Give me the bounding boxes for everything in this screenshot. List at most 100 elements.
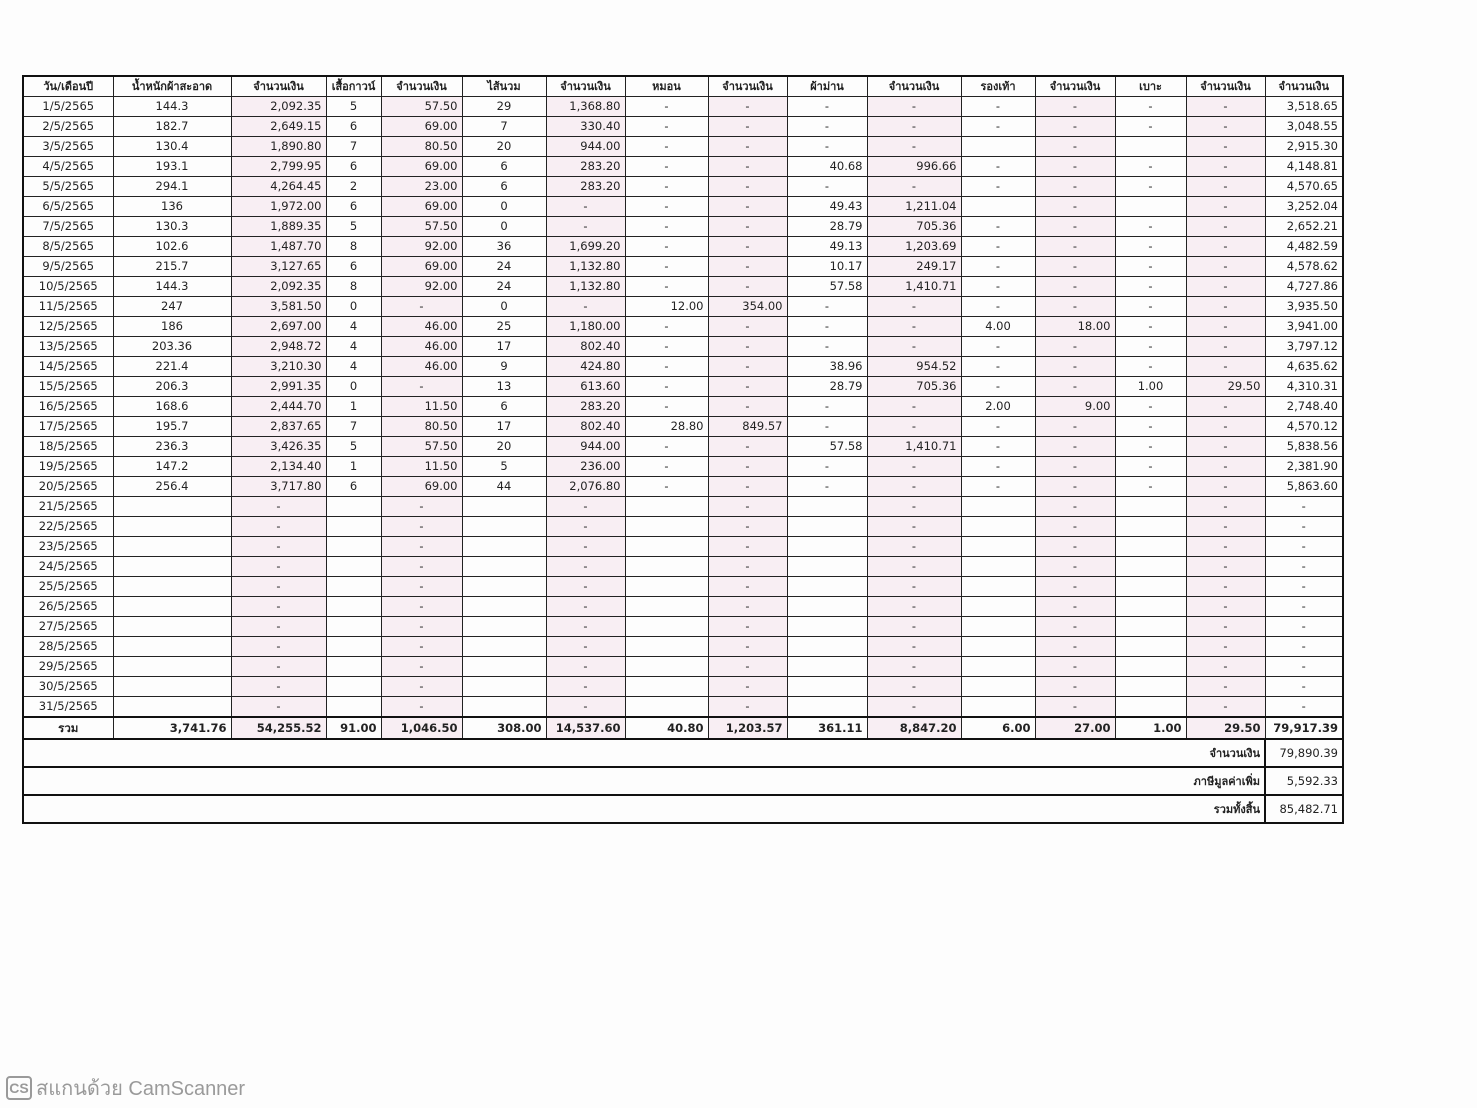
table-cell: - — [380, 696, 463, 718]
table-cell: - — [1034, 476, 1116, 497]
table-cell: 4,310.31 — [1264, 376, 1344, 397]
table-cell: - — [1034, 676, 1116, 697]
column-header: จำนวนเงิน — [1185, 75, 1266, 97]
table-cell: - — [624, 396, 709, 417]
date-cell: 20/5/2565 — [22, 476, 114, 497]
table-cell: 4,482.59 — [1264, 236, 1344, 257]
table-cell: 46.00 — [380, 356, 463, 377]
table-cell: - — [866, 336, 962, 357]
table-cell — [960, 136, 1036, 157]
table-cell: 0 — [461, 296, 547, 317]
laundry-summary-table: วัน/เดือนปี น้ำหนักผ้าสะอาด จำนวนเงิน เสื้อ… — [22, 75, 1344, 824]
table-cell: - — [1114, 336, 1187, 357]
date-cell: 27/5/2565 — [22, 616, 114, 637]
total-cell: 29.50 — [1185, 716, 1266, 740]
table-cell: 1,889.35 — [230, 216, 327, 237]
table-cell: - — [545, 496, 626, 517]
table-cell: - — [380, 576, 463, 597]
table-cell: 11.50 — [380, 396, 463, 417]
table-cell: - — [960, 436, 1036, 457]
table-cell: 1.00 — [1114, 376, 1187, 397]
table-cell — [786, 676, 868, 697]
date-cell: 8/5/2565 — [22, 236, 114, 257]
table-cell: - — [624, 156, 709, 177]
table-cell: - — [960, 256, 1036, 277]
table-cell: - — [624, 196, 709, 217]
table-cell: - — [624, 336, 709, 357]
table-cell: 57.58 — [786, 276, 868, 297]
table-cell: - — [786, 336, 868, 357]
table-cell: - — [786, 296, 868, 317]
table-cell: 6 — [325, 116, 382, 137]
table-row: 8/5/2565 102.6 1,487.70 8 92.00 36 1,699.20- -4… — [22, 236, 1344, 257]
date-cell: 1/5/2565 — [22, 96, 114, 117]
table-cell: - — [960, 336, 1036, 357]
table-cell: 147.2 — [112, 456, 232, 477]
table-cell: 1,368.80 — [545, 96, 626, 117]
table-cell: - — [624, 256, 709, 277]
date-cell: 30/5/2565 — [22, 676, 114, 697]
table-cell: - — [1264, 616, 1344, 637]
table-cell: - — [545, 616, 626, 637]
column-header: จำนวนเงิน — [866, 75, 962, 97]
table-row: 11/5/2565 247 3,581.50 0-0-12.00 354.00- - - - -… — [22, 296, 1344, 317]
total-label: รวม — [22, 716, 114, 740]
table-cell: 4,727.86 — [1264, 276, 1344, 297]
table-cell: 28.79 — [786, 216, 868, 237]
table-cell: 0 — [461, 216, 547, 237]
table-row: 1/5/2565 144.3 2,092.35 5 57.50 29 1,368.80- - -… — [22, 96, 1344, 117]
table-cell: - — [624, 436, 709, 457]
table-cell: - — [866, 416, 962, 437]
table-cell: - — [1114, 236, 1187, 257]
table-cell: 1,132.80 — [545, 276, 626, 297]
column-header: จำนวนเงิน — [230, 75, 327, 97]
table-cell — [1114, 676, 1187, 697]
table-cell: 3,048.55 — [1264, 116, 1344, 137]
table-cell: 144.3 — [112, 96, 232, 117]
date-cell: 26/5/2565 — [22, 596, 114, 617]
summary-row: ภาษีมูลค่าเพิ่ม 5,592.33 — [22, 766, 1344, 796]
summary-row: จำนวนเงิน 79,890.39 — [22, 738, 1344, 768]
table-row: 19/5/2565 147.2 2,134.40 1 11.50 5 236.00- - - - -… — [22, 456, 1344, 477]
table-cell: 9.00 — [1034, 396, 1116, 417]
table-cell: 206.3 — [112, 376, 232, 397]
table-cell: - — [1114, 296, 1187, 317]
table-cell: 92.00 — [380, 236, 463, 257]
table-cell: - — [380, 376, 463, 397]
table-cell: - — [545, 556, 626, 577]
table-cell: - — [866, 96, 962, 117]
table-cell: 4.00 — [960, 316, 1036, 337]
table-cell: - — [1185, 596, 1266, 617]
table-cell: 57.58 — [786, 436, 868, 457]
table-cell: - — [1185, 296, 1266, 317]
table-cell: - — [1264, 656, 1344, 677]
summary-row: รวมทั้งสิ้น 85,482.71 — [22, 794, 1344, 824]
table-cell — [960, 616, 1036, 637]
table-cell: 294.1 — [112, 176, 232, 197]
table-cell: 69.00 — [380, 156, 463, 177]
table-cell: 17 — [461, 336, 547, 357]
table-cell: - — [707, 356, 788, 377]
table-cell: - — [1034, 636, 1116, 657]
table-cell — [461, 616, 547, 637]
table-cell: 69.00 — [380, 116, 463, 137]
column-header: น้ำหนักผ้าสะอาด — [112, 75, 232, 97]
table-cell: - — [545, 576, 626, 597]
table-cell — [461, 676, 547, 697]
table-cell: 1,180.00 — [545, 316, 626, 337]
table-row: 2/5/2565 182.7 2,649.15 6 69.00 7 330.40- - - - - -… — [22, 116, 1344, 137]
total-cell: 3,741.76 — [112, 716, 232, 740]
table-cell: 7 — [325, 416, 382, 437]
table-cell: 25 — [461, 316, 547, 337]
column-header: จำนวนเงิน — [380, 75, 463, 97]
total-cell: 361.11 — [786, 716, 868, 740]
table-cell: - — [707, 476, 788, 497]
table-cell: - — [1034, 516, 1116, 537]
table-cell: - — [1185, 676, 1266, 697]
table-row: 17/5/2565 195.7 2,837.65 7 80.50 17 802.40 28.8… — [22, 416, 1344, 437]
table-cell: 1,132.80 — [545, 256, 626, 277]
table-cell: - — [1034, 236, 1116, 257]
table-row: 29/5/2565- - - - - - - - — [22, 656, 1344, 677]
table-cell: - — [707, 176, 788, 197]
table-cell: 193.1 — [112, 156, 232, 177]
